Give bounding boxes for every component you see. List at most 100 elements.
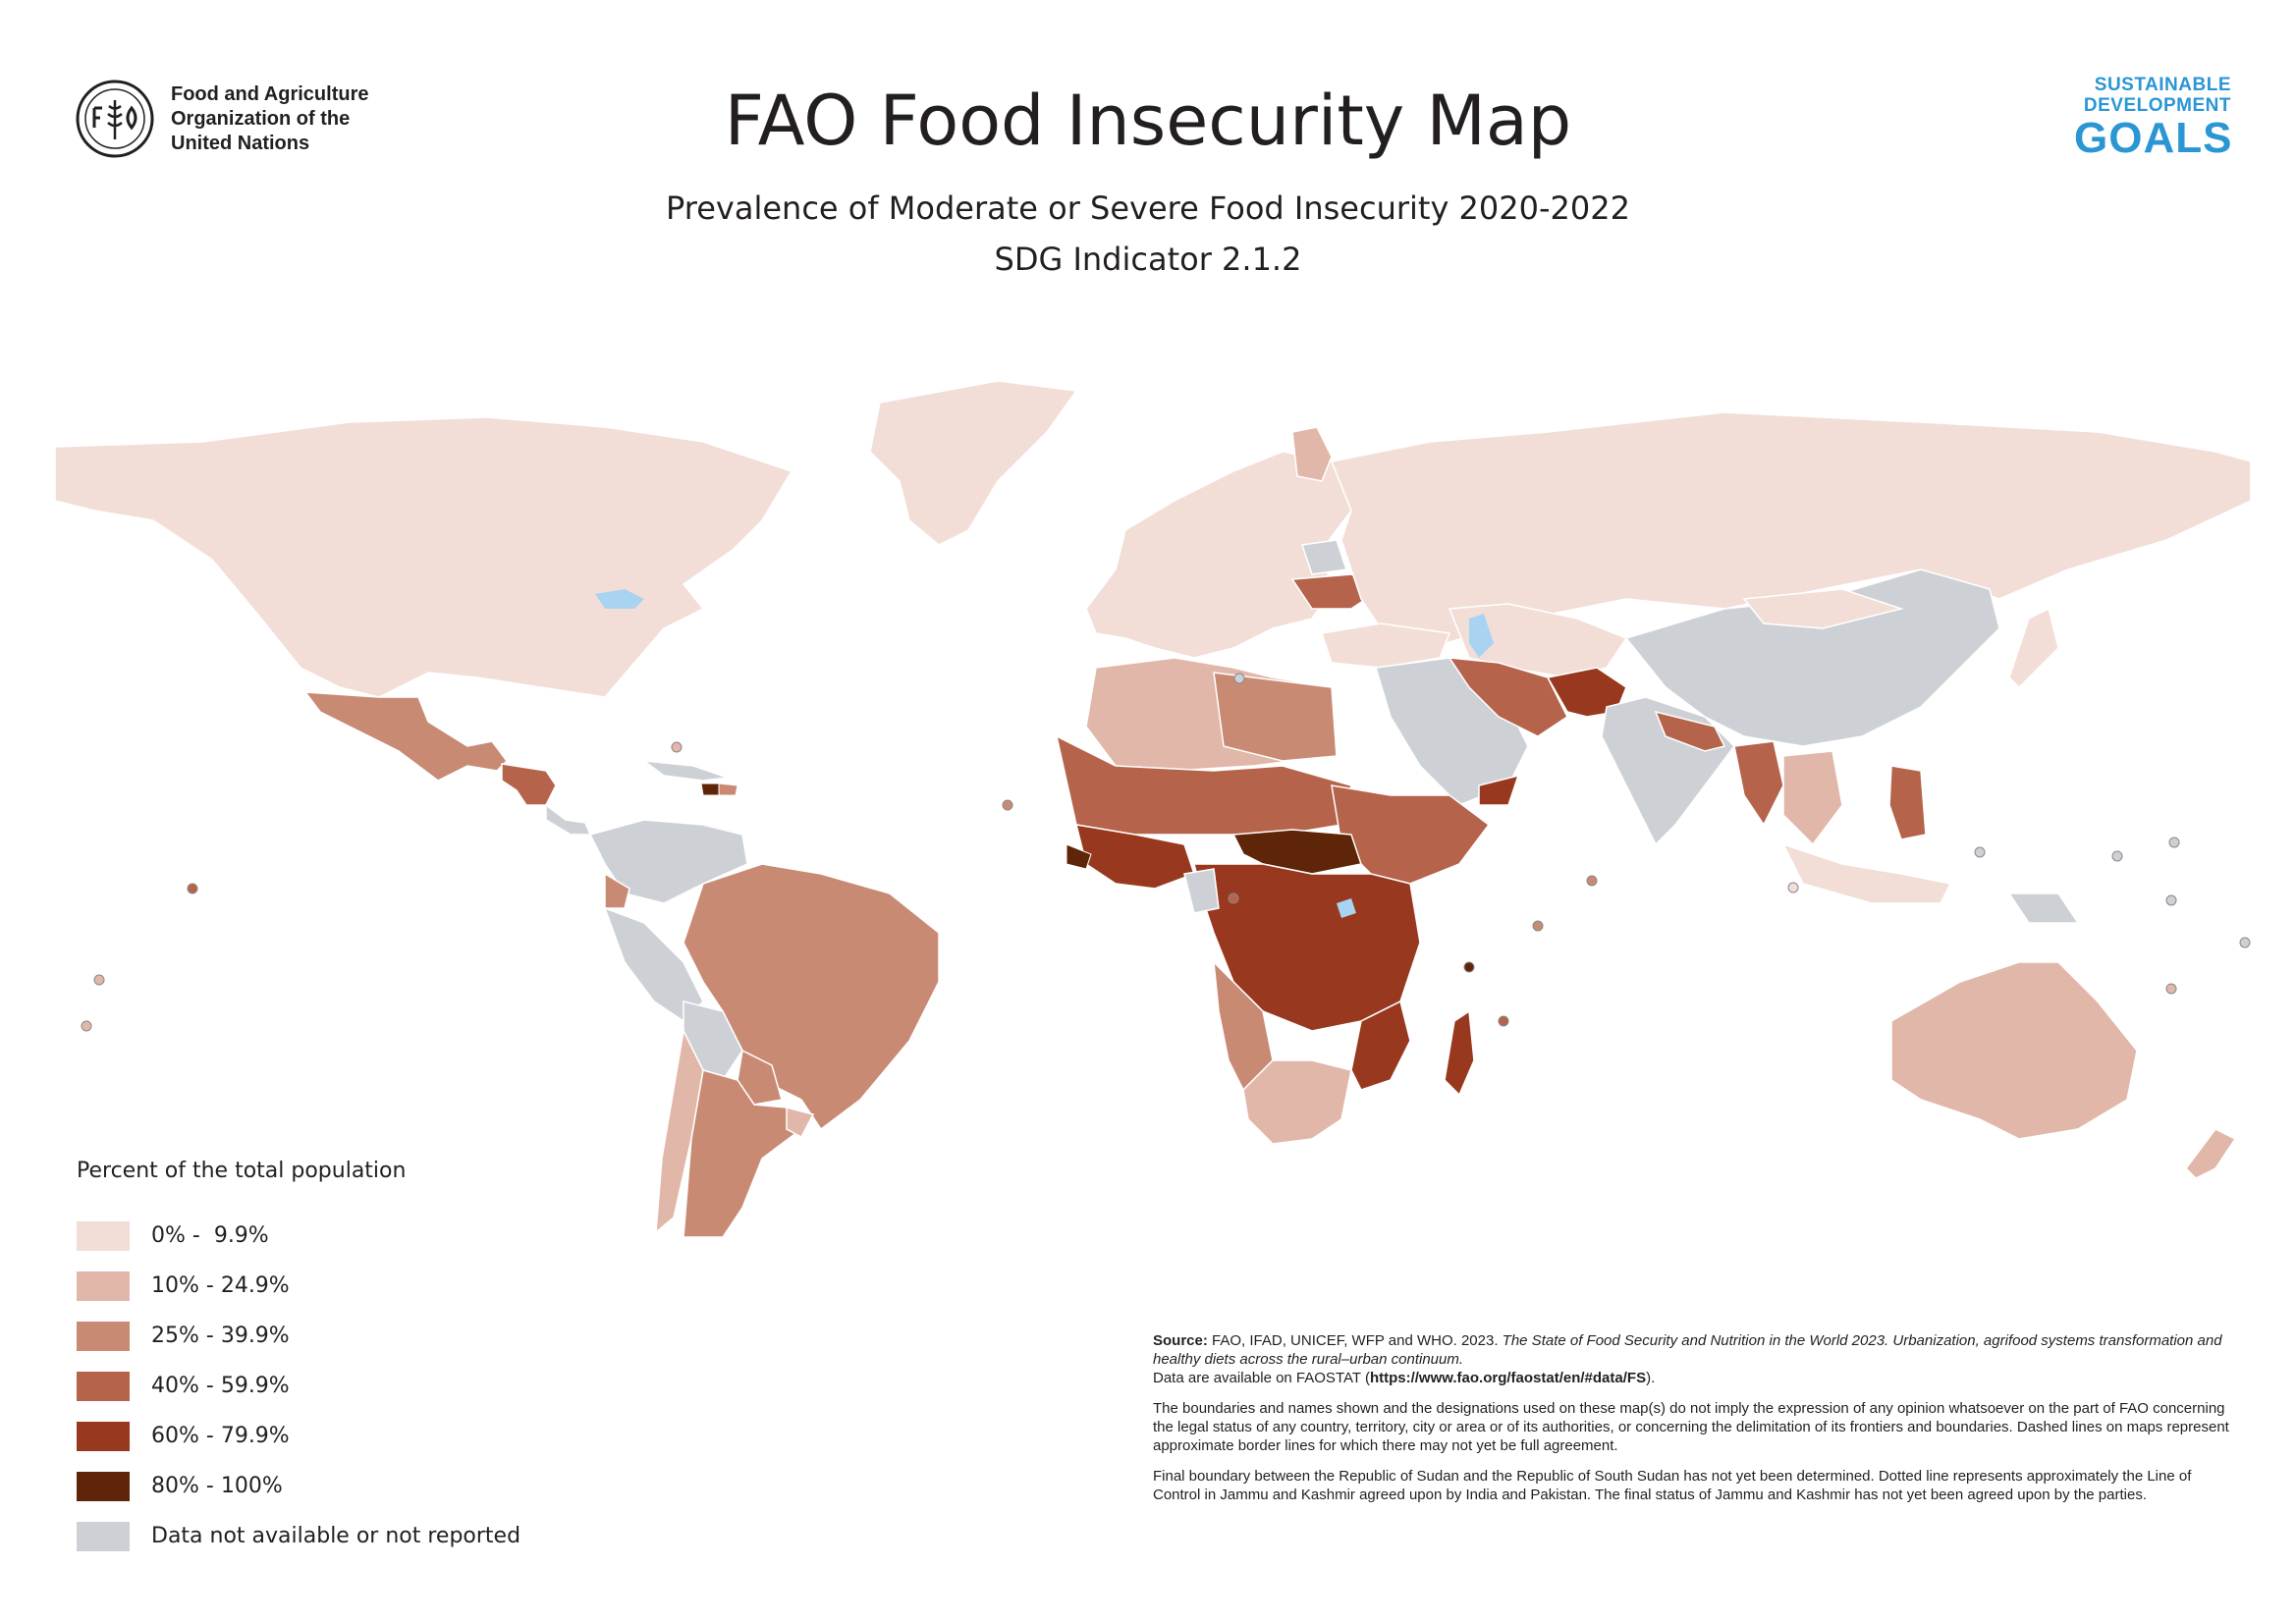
region-north-america bbox=[55, 416, 793, 698]
region-new-zealand bbox=[2185, 1128, 2237, 1179]
region-mozambique bbox=[1350, 1000, 1411, 1091]
island-dot bbox=[1498, 1015, 1509, 1027]
region-madagascar bbox=[1444, 1009, 1475, 1097]
legend-label: Data not available or not reported bbox=[151, 1524, 521, 1548]
legend-item: 10% - 24.9% bbox=[77, 1261, 520, 1311]
region-venezuela-colombia bbox=[588, 819, 748, 904]
source-label: Source: bbox=[1153, 1332, 1208, 1349]
legend-label: 25% - 39.9% bbox=[151, 1324, 290, 1348]
island-dot bbox=[1974, 846, 1986, 858]
island-dot bbox=[2111, 850, 2123, 862]
legend-title: Percent of the total population bbox=[77, 1159, 407, 1183]
region-panama-costa-rica bbox=[545, 803, 592, 836]
org-line-1: Food and Agriculture bbox=[171, 82, 369, 105]
region-myanmar bbox=[1733, 740, 1784, 827]
island-dot bbox=[1787, 882, 1799, 893]
region-turkey bbox=[1321, 622, 1451, 669]
region-mexico bbox=[303, 691, 508, 782]
region-cuba bbox=[641, 759, 729, 782]
data-prefix: Data are available on FAOSTAT ( bbox=[1153, 1370, 1370, 1386]
legend-label: 80% - 100% bbox=[151, 1474, 283, 1498]
region-egypt-libya bbox=[1213, 672, 1338, 762]
island-dot bbox=[187, 883, 198, 894]
island-dot bbox=[1532, 920, 1544, 932]
region-australia bbox=[1890, 961, 2138, 1140]
island-dot bbox=[1586, 875, 1598, 887]
small-islands bbox=[81, 673, 2251, 1032]
sdg-line-3: GOALS bbox=[2074, 114, 2233, 162]
region-indochina bbox=[1782, 750, 1843, 846]
island-dot bbox=[2168, 837, 2180, 848]
region-paraguay bbox=[737, 1049, 783, 1106]
region-japan bbox=[2008, 607, 2059, 689]
lake-victoria bbox=[1337, 898, 1356, 918]
page-subtitle: Prevalence of Moderate or Severe Food In… bbox=[666, 189, 1630, 227]
fao-seal-icon bbox=[76, 80, 154, 158]
sdg-line-1: SUSTAINABLE bbox=[2094, 75, 2231, 95]
source-text: FAO, IFAD, UNICEF, WFP and WHO. 2023. bbox=[1207, 1332, 1503, 1349]
legend-label: 40% - 59.9% bbox=[151, 1374, 290, 1398]
legend-swatch bbox=[77, 1521, 130, 1551]
legend-label: 60% - 79.9% bbox=[151, 1424, 290, 1448]
legend-swatch bbox=[77, 1371, 130, 1401]
legend-swatch bbox=[77, 1271, 130, 1301]
region-nepal-bangladesh bbox=[1654, 710, 1726, 752]
sdg-line-2: DEVELOPMENT bbox=[2083, 95, 2231, 116]
legend-swatch bbox=[77, 1471, 130, 1501]
region-indonesia bbox=[1781, 842, 1952, 904]
legend-swatch bbox=[77, 1321, 130, 1351]
island-dot bbox=[2165, 894, 2177, 906]
island-dot bbox=[2165, 983, 2177, 995]
source-title: The State of Food Security and Nutrition… bbox=[1153, 1332, 2222, 1368]
legend-item: 0% - 9.9% bbox=[77, 1211, 520, 1261]
fao-logo: Food and Agriculture Organization of the… bbox=[75, 79, 368, 159]
disclaimer-text: The boundaries and names shown and the d… bbox=[1153, 1400, 2229, 1454]
island-dot bbox=[1233, 673, 1245, 684]
region-brazil bbox=[683, 863, 940, 1131]
legend-swatch bbox=[77, 1220, 130, 1251]
region-yemen bbox=[1478, 774, 1520, 806]
region-argentina bbox=[683, 1069, 803, 1238]
indicator-label: SDG Indicator 2.1.2 bbox=[994, 241, 1302, 278]
region-west-africa bbox=[1074, 824, 1195, 890]
sdg-logo: SUSTAINABLE DEVELOPMENT GOALS bbox=[2074, 75, 2231, 161]
org-line-3: United Nations bbox=[171, 132, 310, 154]
page-title: FAO Food Insecurity Map bbox=[724, 81, 1572, 161]
island-dot bbox=[2239, 937, 2251, 948]
region-gabon-congo bbox=[1183, 868, 1220, 914]
legend-item: 60% - 79.9% bbox=[77, 1411, 520, 1461]
map-legend: Percent of the total population 0% - 9.9… bbox=[77, 1159, 520, 1561]
fao-org-name: Food and Agriculture Organization of the… bbox=[171, 82, 368, 156]
legend-swatch bbox=[77, 1421, 130, 1451]
island-dot bbox=[1463, 961, 1475, 973]
legend-item: Data not available or not reported bbox=[77, 1511, 520, 1561]
legend-label: 10% - 24.9% bbox=[151, 1273, 290, 1298]
world-map bbox=[55, 380, 2251, 1238]
region-south-sudan-car bbox=[1231, 829, 1362, 875]
legend-item: 25% - 39.9% bbox=[77, 1311, 520, 1361]
org-line-2: Organization of the bbox=[171, 107, 351, 130]
region-greenland bbox=[869, 380, 1078, 546]
island-dot bbox=[671, 741, 683, 753]
legend-item: 40% - 59.9% bbox=[77, 1361, 520, 1411]
faostat-link[interactable]: https://www.fao.org/faostat/en/#data/FS bbox=[1369, 1370, 1647, 1386]
legend-label: 0% - 9.9% bbox=[151, 1223, 269, 1248]
region-iran bbox=[1448, 657, 1568, 737]
region-central-america bbox=[501, 763, 557, 806]
region-philippines bbox=[1888, 765, 1927, 840]
region-finland bbox=[1291, 426, 1333, 482]
source-notes: Source: FAO, IFAD, UNICEF, WFP and WHO. … bbox=[1153, 1331, 2233, 1516]
sudan-note: Final boundary between the Republic of S… bbox=[1153, 1468, 2192, 1503]
region-dominican-republic bbox=[718, 783, 738, 796]
data-suffix: ). bbox=[1646, 1370, 1656, 1386]
region-uruguay bbox=[786, 1107, 815, 1139]
legend-item: 80% - 100% bbox=[77, 1461, 520, 1511]
region-liberia bbox=[1066, 843, 1092, 870]
source-paragraph: Source: FAO, IFAD, UNICEF, WFP and WHO. … bbox=[1153, 1331, 2233, 1387]
region-ecuador bbox=[604, 872, 630, 909]
caspian-sea bbox=[1469, 614, 1494, 658]
island-dot bbox=[1228, 892, 1239, 904]
island-dot bbox=[81, 1020, 92, 1032]
region-southern-africa bbox=[1242, 1059, 1352, 1145]
island-dot bbox=[93, 974, 105, 986]
